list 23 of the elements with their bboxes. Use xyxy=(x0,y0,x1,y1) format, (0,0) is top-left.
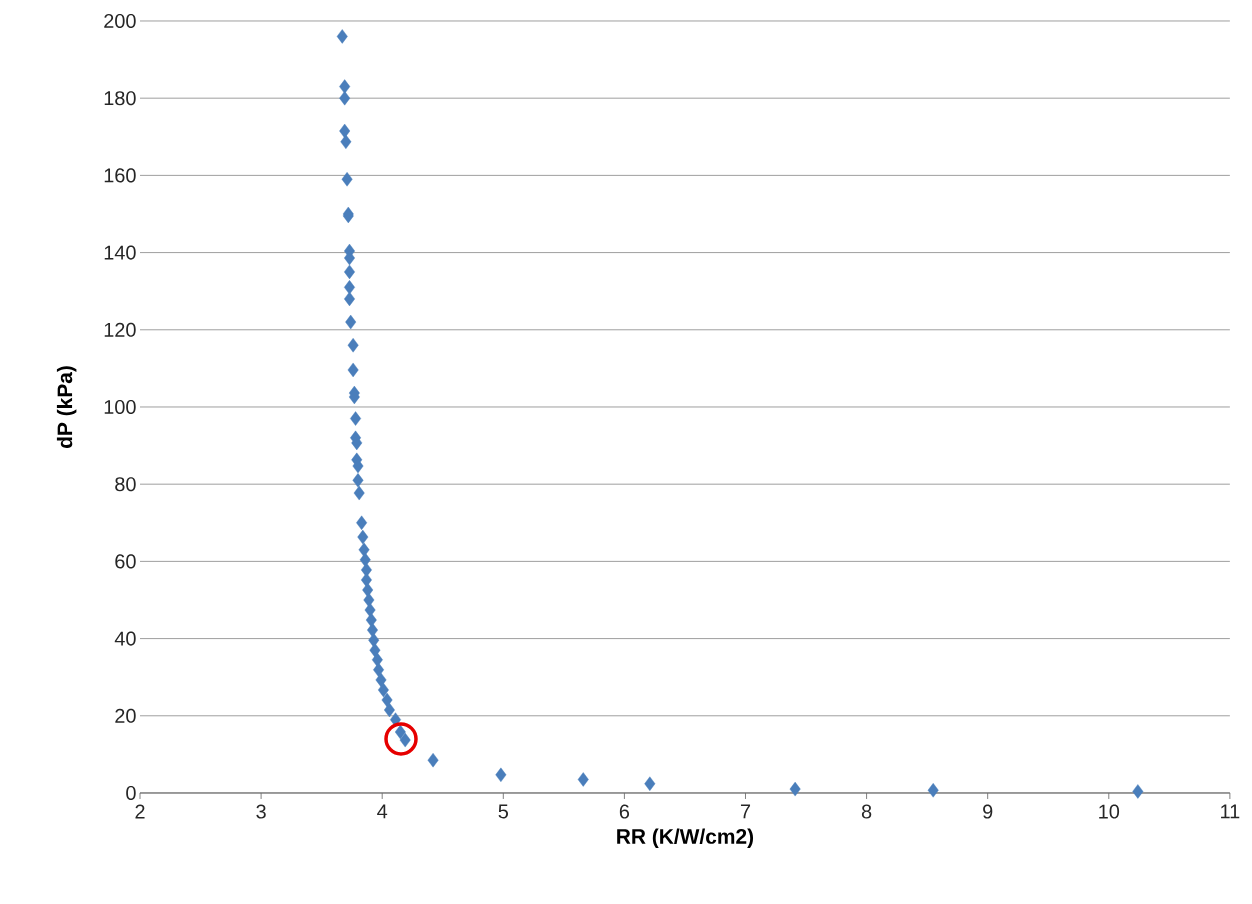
y-tick-label: 80 xyxy=(115,477,136,492)
y-tick-label: 200 xyxy=(104,13,136,29)
x-tick-label: 6 xyxy=(619,804,630,819)
y-tick-label: 20 xyxy=(115,708,136,723)
x-tick-label: 9 xyxy=(983,804,993,819)
x-tick-label: 4 xyxy=(377,804,388,819)
y-tick-label: 140 xyxy=(104,245,136,260)
y-tick-label: 100 xyxy=(104,399,136,415)
y-axis-title: dP (kPa) xyxy=(56,366,77,448)
x-tick-label: 11 xyxy=(1221,804,1240,819)
y-tick-label: 160 xyxy=(104,168,136,183)
x-tick-label: 5 xyxy=(498,804,509,819)
y-tick-label: 180 xyxy=(104,91,136,106)
x-tick-label: 2 xyxy=(135,804,145,819)
x-tick-label: 7 xyxy=(740,804,751,819)
x-tick-label: 10 xyxy=(1099,804,1120,819)
x-tick-label: 3 xyxy=(256,804,266,819)
y-tick-label: 120 xyxy=(104,322,136,337)
y-tick-label: 0 xyxy=(126,785,136,801)
y-tick-label: 60 xyxy=(115,554,136,569)
x-tick-label: 8 xyxy=(861,804,872,819)
x-axis-title: RR (K/W/cm2) xyxy=(617,828,754,849)
y-tick-label: 40 xyxy=(114,631,136,646)
